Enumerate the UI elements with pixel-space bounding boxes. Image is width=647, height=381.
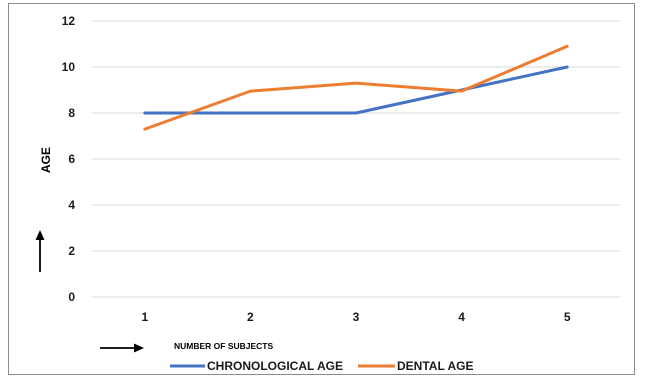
y-tick-label: 6 [68,152,75,166]
x-tick-label: 1 [141,310,148,324]
x-tick-label: 3 [353,310,360,324]
x-tick-label: 4 [458,310,465,324]
y-tick-label: 10 [62,60,76,74]
legend-label: CHRONOLOGICAL AGE [207,359,343,373]
x-axis-label: NUMBER OF SUBJECTS [174,341,274,351]
series-line-dental-age [143,44,569,131]
y-axis-ticks: 0 2 4 6 8 10 12 [62,14,76,304]
legend-label: DENTAL AGE [397,359,473,373]
y-tick-label: 8 [68,106,75,120]
series-line-chronological-age [143,65,569,115]
y-tick-label: 4 [68,198,75,212]
x-tick-label: 5 [564,310,571,324]
legend: CHRONOLOGICAL AGE DENTAL AGE [170,359,473,373]
y-axis-label: AGE [39,147,53,173]
y-tick-label: 12 [62,14,76,28]
y-tick-label: 2 [68,244,75,258]
series-lines [143,44,569,131]
gridlines [92,20,620,298]
x-tick-label: 2 [247,310,254,324]
x-axis-arrow-icon [100,343,144,353]
chart-frame [8,3,635,375]
y-axis-arrow-icon [35,230,45,272]
y-tick-label: 0 [68,290,75,304]
x-axis-ticks: 1 2 3 4 5 [141,310,570,324]
